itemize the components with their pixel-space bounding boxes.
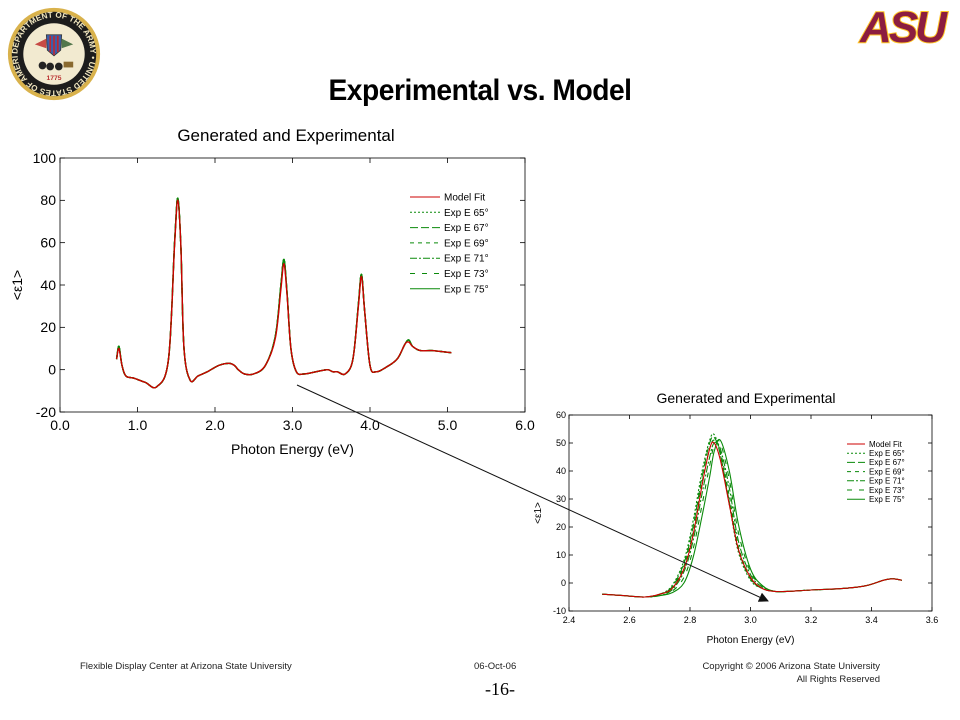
zoom-chart-y-tick-label: 40 bbox=[556, 466, 566, 476]
footer-organization: Flexible Display Center at Arizona State… bbox=[80, 661, 292, 672]
zoom-chart-y-tick-label: 0 bbox=[561, 578, 566, 588]
zoom-chart-x-tick-label: 3.0 bbox=[744, 615, 757, 625]
zoom-chart-legend-label: Exp E 71° bbox=[869, 477, 905, 486]
zoom-chart-y-axis-label: <ε1> bbox=[533, 502, 544, 524]
zoom-chart-series-line bbox=[602, 438, 902, 598]
main-chart-series-line bbox=[115, 197, 452, 389]
main-chart-x-tick-label: 0.0 bbox=[50, 417, 70, 433]
main-chart-title: Generated and Experimental bbox=[177, 126, 394, 145]
main-chart-series-line bbox=[115, 197, 452, 389]
main-chart-legend-label: Exp E 69° bbox=[444, 238, 489, 249]
zoom-chart-x-tick-label: 2.6 bbox=[623, 615, 636, 625]
main-chart-legend-label: Exp E 71° bbox=[444, 254, 489, 265]
zoom-chart-x-axis-label: Photon Energy (eV) bbox=[707, 635, 795, 646]
main-chart-y-tick-label: 80 bbox=[40, 192, 56, 208]
main-chart-x-tick-label: 3.0 bbox=[283, 417, 303, 433]
zoom-chart-y-tick-label: 20 bbox=[556, 522, 566, 532]
main-chart-x-tick-label: 4.0 bbox=[360, 417, 380, 433]
main-chart-x-tick-label: 2.0 bbox=[205, 417, 225, 433]
footer-rights: All Rights Reserved bbox=[796, 674, 880, 685]
seal-year: 1775 bbox=[47, 75, 62, 82]
main-chart: Generated and Experimental 0.0 1.0 2.0 3.0 4.… bbox=[9, 126, 535, 457]
zoom-chart-title: Generated and Experimental bbox=[657, 390, 836, 406]
asu-logo-text: ASU bbox=[859, 4, 948, 48]
page-number: -16- bbox=[485, 679, 515, 699]
zoom-chart-series-line bbox=[602, 441, 902, 598]
main-chart-y-axis-label: <ε1> bbox=[9, 270, 25, 300]
main-chart-x-tick-label: 5.0 bbox=[438, 417, 458, 433]
zoom-chart-legend-label: Exp E 65° bbox=[869, 449, 905, 458]
zoom-chart-x-tick-label: 3.2 bbox=[805, 615, 818, 625]
main-chart-y-tick-label: 40 bbox=[40, 277, 56, 293]
zoom-chart-x-tick-label: 2.4 bbox=[563, 615, 576, 625]
main-chart-legend-label: Exp E 65° bbox=[444, 208, 489, 219]
main-chart-legend-label: Exp E 75° bbox=[444, 284, 489, 295]
main-chart-series-line bbox=[115, 197, 452, 389]
zoom-chart-y-tick-label: -10 bbox=[553, 606, 566, 616]
main-chart-series-line bbox=[115, 199, 452, 389]
main-chart-x-axis-label: Photon Energy (eV) bbox=[231, 441, 354, 457]
zoom-chart-x-tick-label: 3.6 bbox=[926, 615, 939, 625]
main-chart-series-line bbox=[115, 197, 452, 389]
zoom-chart-series-line bbox=[602, 441, 902, 598]
main-chart-legend-label: Model Fit bbox=[444, 193, 485, 204]
department-of-the-army-seal: DEPARTMENT OF THE ARMY • UNITED STATES O… bbox=[6, 6, 101, 101]
main-chart-y-tick-label: -20 bbox=[36, 404, 56, 420]
asu-logo: ASU bbox=[858, 4, 952, 48]
zoom-chart-legend-label: Exp E 73° bbox=[869, 486, 905, 495]
main-chart-legend-label: Exp E 67° bbox=[444, 223, 489, 234]
zoom-chart-x-tick-label: 2.8 bbox=[684, 615, 697, 625]
main-chart-series-line bbox=[115, 197, 452, 389]
zoom-chart-x-tick-label: 3.4 bbox=[865, 615, 878, 625]
zoom-chart-legend-label: Exp E 75° bbox=[869, 495, 905, 504]
main-chart-y-tick-label: 20 bbox=[40, 319, 56, 335]
main-chart-legend-label: Exp E 73° bbox=[444, 269, 489, 280]
zoom-chart: Generated and Experimental 2.4 2.6 2.8 3.0 3.… bbox=[533, 390, 939, 646]
main-chart-y-tick-label: 60 bbox=[40, 235, 56, 251]
zoom-chart-y-tick-label: 10 bbox=[556, 550, 566, 560]
main-chart-y-tick-label: 0 bbox=[48, 362, 56, 378]
footer-copyright: Copyright © 2006 Arizona State Universit… bbox=[702, 661, 880, 672]
zoom-chart-legend-label: Model Fit bbox=[869, 440, 903, 449]
footer-date: 06-Oct-06 bbox=[474, 661, 517, 672]
zoom-chart-legend-label: Exp E 67° bbox=[869, 458, 905, 467]
zoom-chart-y-tick-label: 30 bbox=[556, 494, 566, 504]
zoom-chart-legend-label: Exp E 69° bbox=[869, 467, 905, 476]
main-chart-series-line bbox=[115, 197, 452, 389]
zoom-chart-y-tick-label: 50 bbox=[556, 438, 566, 448]
slide-title: Experimental vs. Model bbox=[328, 74, 632, 107]
zoom-chart-y-tick-label: 60 bbox=[556, 410, 566, 420]
main-chart-y-tick-label: 100 bbox=[33, 150, 57, 166]
main-chart-x-tick-label: 1.0 bbox=[128, 417, 148, 433]
